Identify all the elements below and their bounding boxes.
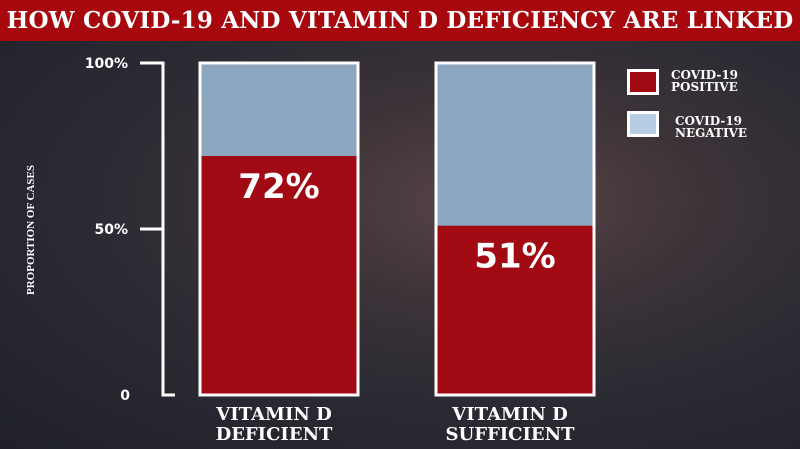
bar-segment-positive	[200, 155, 358, 395]
bar-border	[434, 61, 596, 397]
y-tick-label: 100%	[85, 56, 128, 72]
bar-segment-negative	[200, 63, 358, 156]
x-tick-label: DEFICIENT	[216, 424, 333, 445]
y-tick-label: 0	[120, 388, 130, 404]
bar-segment-positive	[436, 225, 594, 395]
legend-label: COVID-19	[671, 68, 739, 82]
chart-title: HOW COVID-19 AND VITAMIN D DEFICIENCY AR…	[0, 0, 800, 41]
x-tick-label: SUFFICIENT	[446, 424, 576, 445]
legend-label: COVID-19	[675, 114, 743, 128]
bar-segment-negative	[436, 63, 594, 226]
y-tick-label: 50%	[94, 222, 128, 238]
data-label: 72%	[238, 167, 319, 207]
legend-label: NEGATIVE	[675, 126, 748, 140]
legend-swatch-positive	[627, 69, 659, 95]
bar-border	[198, 61, 360, 397]
x-tick-label: VITAMIN D	[215, 404, 331, 425]
legend-swatch-negative	[627, 111, 659, 137]
x-tick-label: VITAMIN D	[451, 404, 567, 425]
y-axis-label: PROPORTION OF CASES	[25, 165, 37, 295]
data-label: 51%	[474, 237, 555, 277]
legend-label: POSITIVE	[671, 80, 738, 94]
